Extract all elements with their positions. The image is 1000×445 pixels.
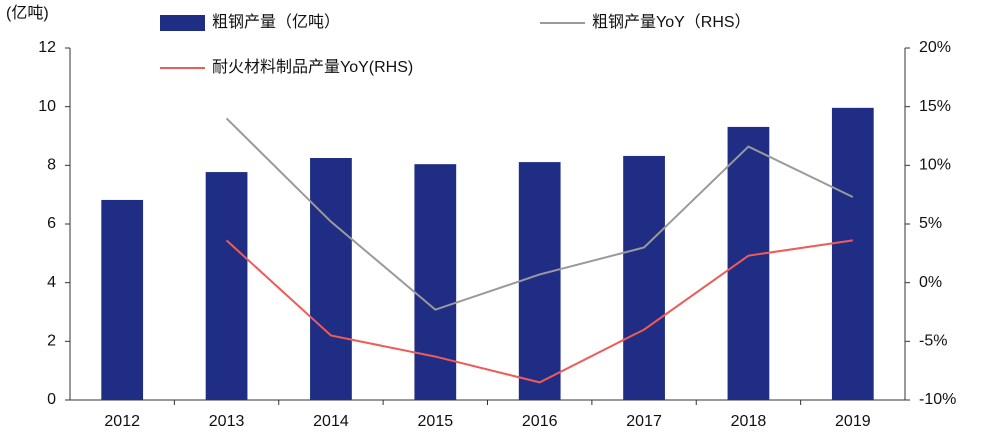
y-tick-label: 0 <box>47 391 56 408</box>
y-tick-label: 6 <box>47 215 56 232</box>
y-unit-label: (亿吨) <box>6 4 49 22</box>
x-tick-label: 2018 <box>731 413 767 430</box>
y-tick-label: 10 <box>38 98 56 115</box>
bar <box>727 126 770 400</box>
line <box>225 239 853 384</box>
x-tick-label: 2012 <box>104 413 140 430</box>
y-tick-label: 2 <box>47 333 56 350</box>
legend-label: 粗钢产量YoY（RHS） <box>592 13 751 31</box>
bar <box>205 172 248 400</box>
legend-label: 粗钢产量（亿吨） <box>212 13 340 31</box>
y2-tick-label: 10% <box>919 157 951 174</box>
y-tick-label: 8 <box>47 157 56 174</box>
bar <box>518 162 561 400</box>
y2-tick-label: 15% <box>919 98 951 115</box>
bar <box>414 164 457 400</box>
y2-tick-label: 5% <box>919 215 942 232</box>
x-tick-label: 2015 <box>418 413 454 430</box>
bar <box>310 158 352 400</box>
x-tick-label: 2016 <box>522 413 558 430</box>
y-tick-label: 4 <box>47 274 56 291</box>
line <box>225 117 854 311</box>
y-tick-label: 12 <box>38 39 56 56</box>
x-tick-label: 2017 <box>626 413 662 430</box>
bar <box>831 107 874 400</box>
y2-tick-label: -5% <box>919 333 947 350</box>
y2-tick-label: 0% <box>919 274 942 291</box>
y2-tick-label: 20% <box>919 39 951 56</box>
x-tick-label: 2019 <box>835 413 871 430</box>
legend-label: 耐火材料制品产量YoY(RHS) <box>212 58 413 76</box>
bar <box>623 155 665 400</box>
bar <box>101 199 144 400</box>
y2-tick-label: -10% <box>919 391 956 408</box>
legend-swatch <box>160 15 205 31</box>
x-tick-label: 2014 <box>313 413 349 430</box>
x-tick-label: 2013 <box>209 413 245 430</box>
